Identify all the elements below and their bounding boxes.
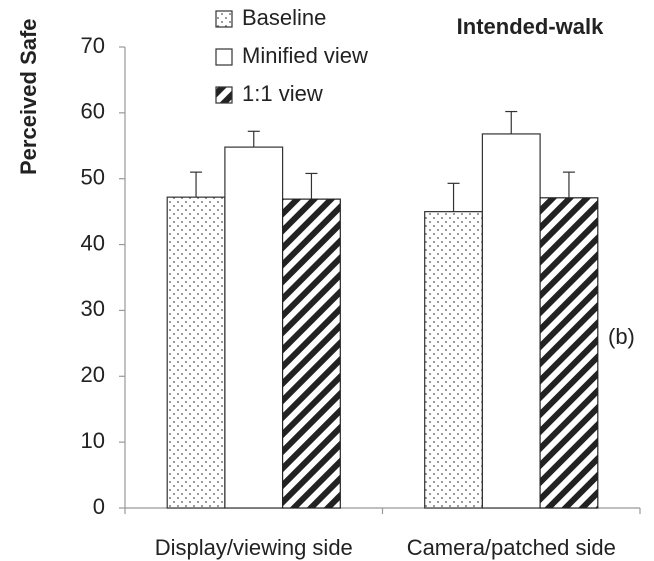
y-tick-label: 50 xyxy=(81,165,105,190)
bar xyxy=(481,133,541,509)
annotation: (b) xyxy=(608,324,635,349)
y-tick-label: 10 xyxy=(81,428,105,453)
legend-label: Baseline xyxy=(242,5,326,30)
y-tick-label: 30 xyxy=(81,296,105,321)
legend-label: Minified view xyxy=(242,43,368,68)
chart-title: Intended-walk xyxy=(457,14,604,39)
y-axis-label: Perceived Safe xyxy=(16,18,41,175)
bar xyxy=(539,197,599,509)
y-tick-label: 20 xyxy=(81,362,105,387)
y-tick-label: 70 xyxy=(81,33,105,58)
bar xyxy=(424,211,484,509)
bar xyxy=(224,146,284,509)
legend-swatch xyxy=(215,48,233,66)
y-tick-label: 0 xyxy=(93,494,105,519)
legend-label: 1:1 view xyxy=(242,81,323,106)
x-tick-label: Camera/patched side xyxy=(407,535,616,560)
legend-swatch xyxy=(215,86,233,104)
bar xyxy=(282,198,341,509)
bar xyxy=(166,196,226,509)
legend-swatch xyxy=(215,10,233,28)
x-tick-label: Display/viewing side xyxy=(155,535,353,560)
y-tick-label: 60 xyxy=(81,99,105,124)
y-tick-label: 40 xyxy=(81,230,105,255)
